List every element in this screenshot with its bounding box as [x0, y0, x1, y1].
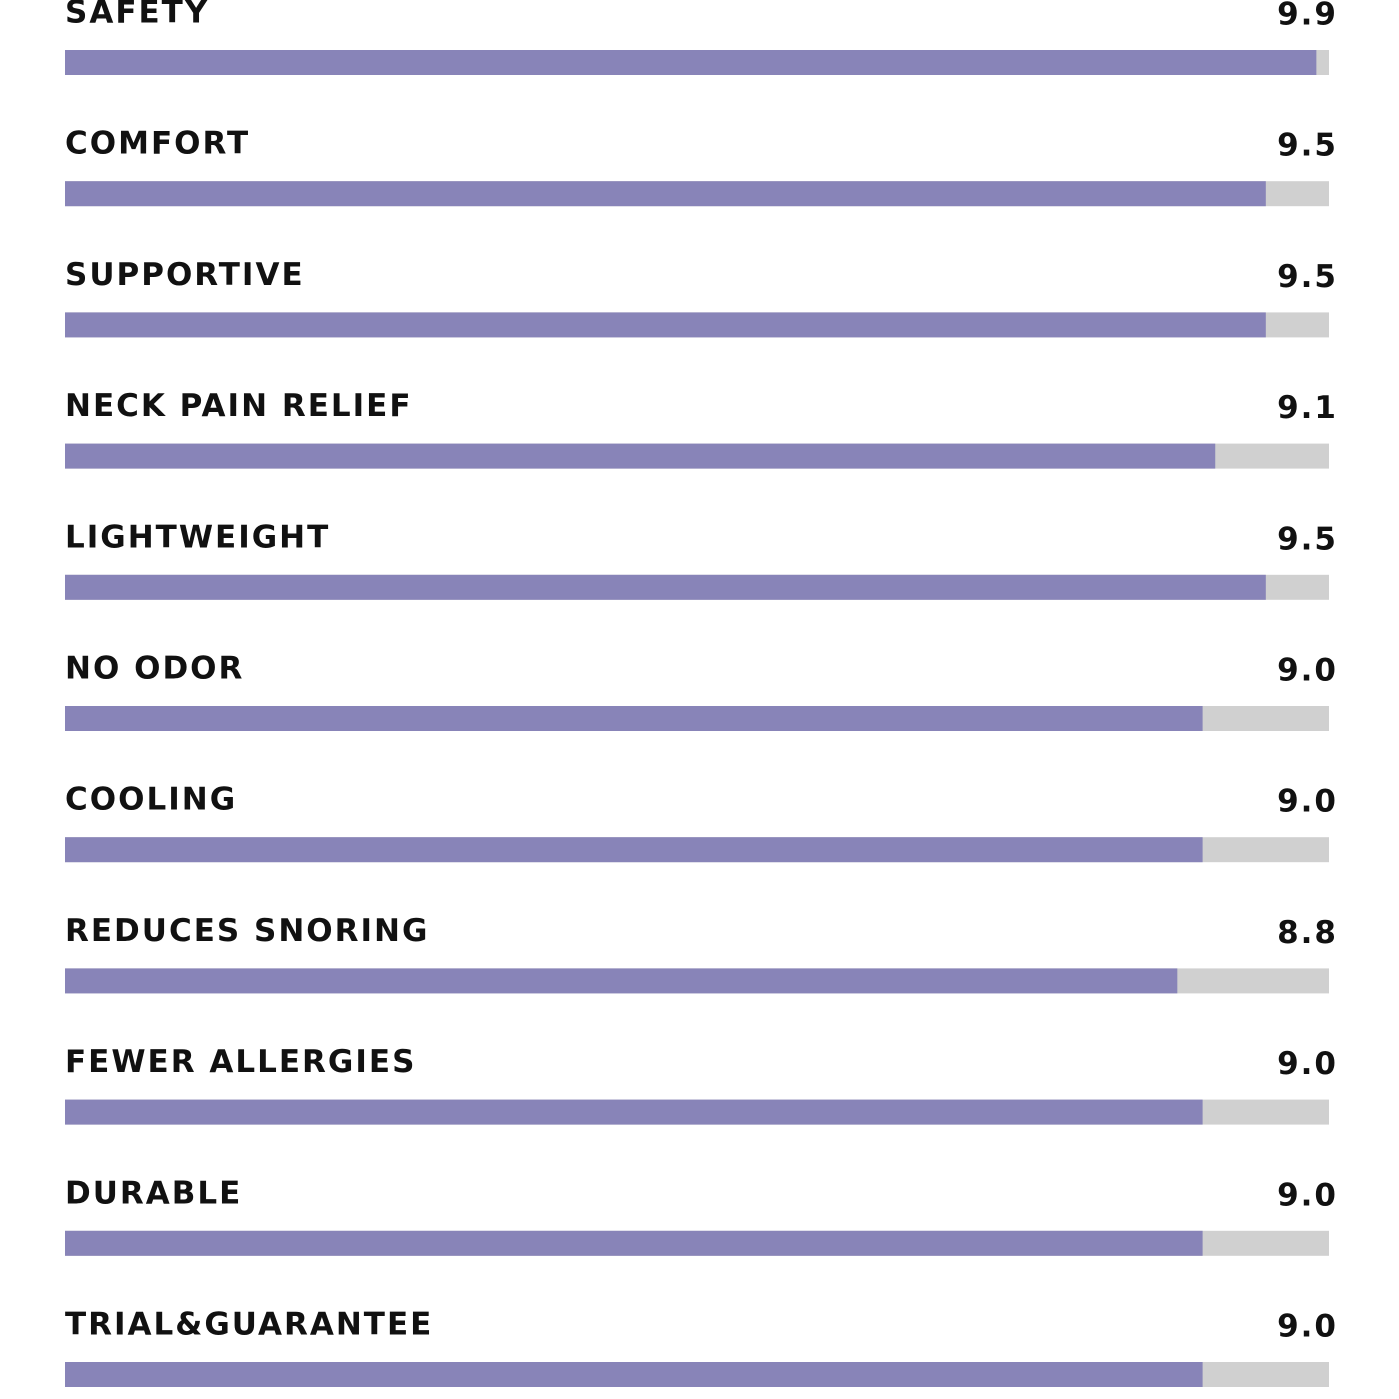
bar [65, 1099, 1203, 1125]
bar [65, 837, 1203, 863]
bar [65, 1362, 1203, 1387]
category-label: DURABLE [65, 1175, 242, 1211]
category-label: FEWER ALLERGIES [65, 1044, 416, 1080]
bar [65, 181, 1266, 207]
bar [65, 443, 1216, 469]
bar [65, 706, 1203, 731]
category-label: NECK PAIN RELIEF [65, 388, 413, 424]
value-label: 9.0 [1277, 1177, 1338, 1213]
value-label: 9.5 [1277, 128, 1338, 164]
value-label: 9.0 [1277, 784, 1338, 820]
category-label: SAFETY [65, 0, 209, 31]
bar [65, 968, 1178, 994]
value-label: 9.5 [1277, 521, 1338, 557]
category-label: LIGHTWEIGHT [65, 519, 330, 555]
value-label: 9.0 [1277, 653, 1338, 689]
category-label: COMFORT [65, 126, 250, 162]
bar [65, 1230, 1203, 1256]
category-label: COOLING [65, 782, 237, 818]
value-label: 9.0 [1277, 1046, 1338, 1082]
category-label: SUPPORTIVE [65, 257, 305, 293]
bar [65, 312, 1266, 338]
value-label: 9.5 [1277, 259, 1338, 295]
value-label: 9.0 [1277, 1309, 1338, 1345]
category-label: REDUCES SNORING [65, 913, 429, 949]
value-label: 9.1 [1277, 390, 1338, 426]
value-label: 9.9 [1277, 0, 1338, 33]
bar [65, 50, 1317, 75]
category-label: NO ODOR [65, 651, 244, 687]
category-label: TRIAL&GUARANTEE [65, 1307, 433, 1343]
bar [65, 574, 1266, 600]
value-label: 8.8 [1277, 915, 1338, 951]
